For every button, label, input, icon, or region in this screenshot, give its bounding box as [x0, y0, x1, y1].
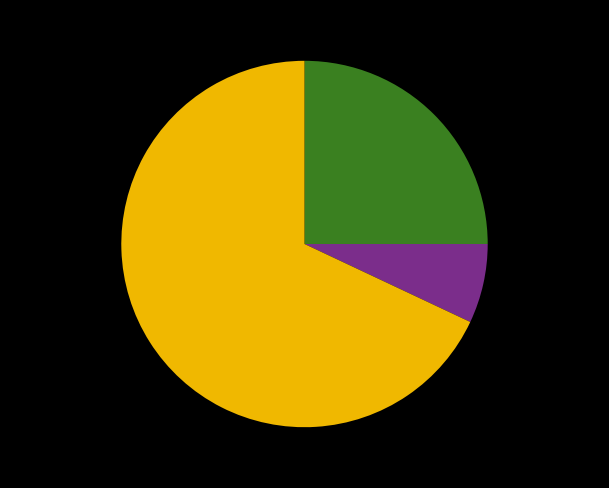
Wedge shape — [121, 61, 470, 427]
Wedge shape — [304, 244, 488, 322]
Wedge shape — [304, 61, 488, 244]
